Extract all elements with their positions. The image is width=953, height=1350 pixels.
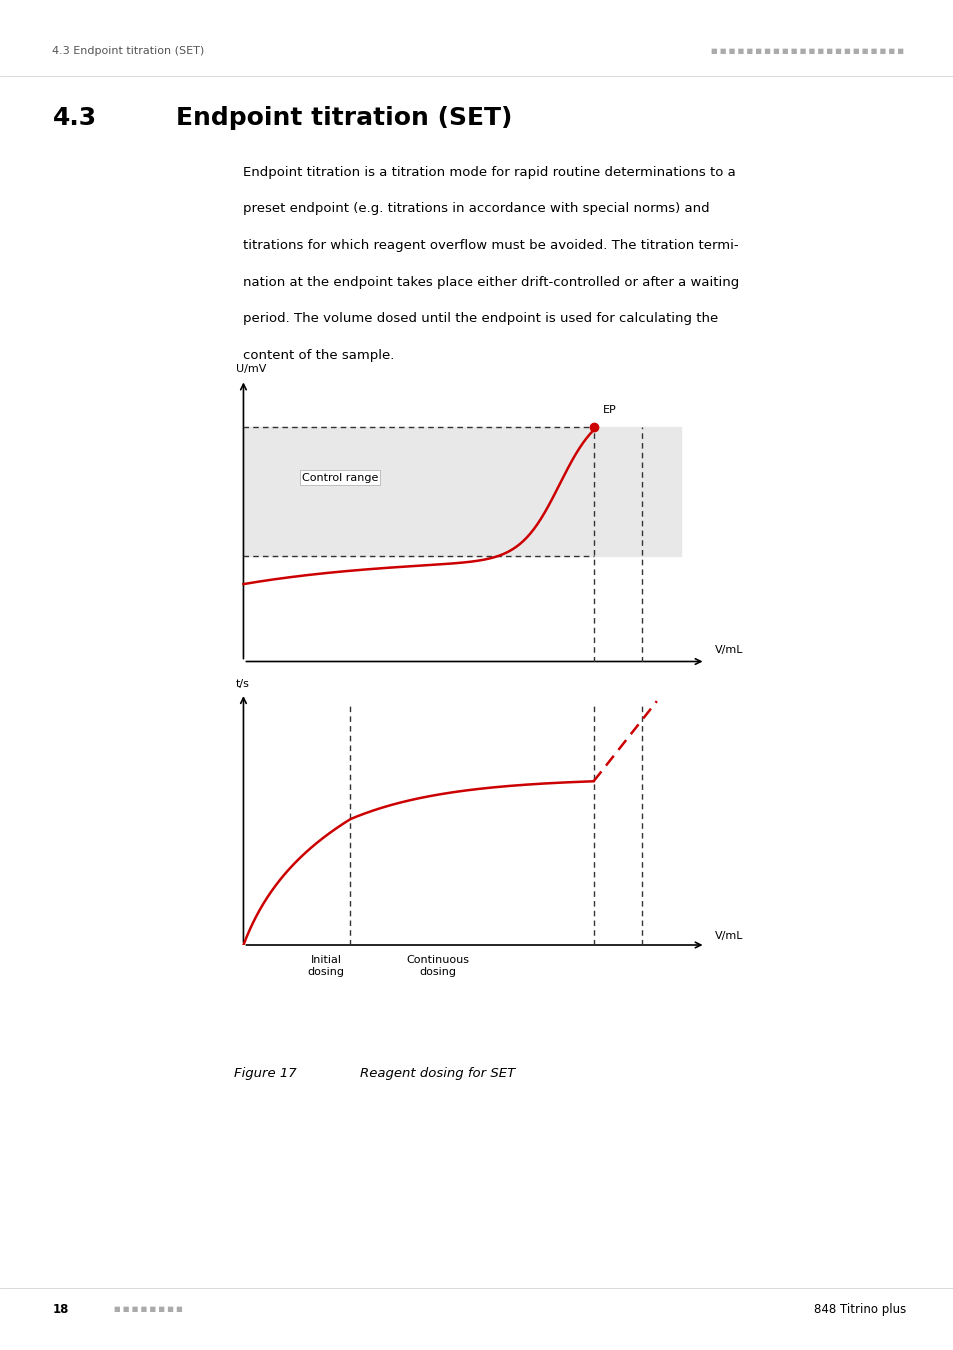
Text: 18: 18 [52,1303,69,1316]
Text: U/mV: U/mV [236,364,266,374]
Text: Continuous
dosing: Continuous dosing [406,956,469,977]
Text: Endpoint titration is a titration mode for rapid routine determinations to a: Endpoint titration is a titration mode f… [243,166,736,178]
Text: 4.3 Endpoint titration (SET): 4.3 Endpoint titration (SET) [52,46,205,55]
Text: nation at the endpoint takes place either drift-controlled or after a waiting: nation at the endpoint takes place eithe… [243,275,739,289]
Text: V/mL: V/mL [715,645,743,656]
Text: Reagent dosing for SET: Reagent dosing for SET [359,1066,515,1080]
Text: ■ ■ ■ ■ ■ ■ ■ ■: ■ ■ ■ ■ ■ ■ ■ ■ [114,1307,185,1312]
Text: 848 Titrino plus: 848 Titrino plus [813,1303,905,1316]
Text: Control range: Control range [301,472,377,483]
Text: titrations for which reagent overflow must be avoided. The titration termi-: titrations for which reagent overflow mu… [243,239,739,252]
Text: period. The volume dosed until the endpoint is used for calculating the: period. The volume dosed until the endpo… [243,312,718,325]
Text: EP: EP [602,405,617,416]
Text: Endpoint titration (SET): Endpoint titration (SET) [176,107,513,130]
Text: 4.3: 4.3 [52,107,96,130]
Text: preset endpoint (e.g. titrations in accordance with special norms) and: preset endpoint (e.g. titrations in acco… [243,202,709,216]
Text: ■ ■ ■ ■ ■ ■ ■ ■ ■ ■ ■ ■ ■ ■ ■ ■ ■ ■ ■ ■ ■ ■: ■ ■ ■ ■ ■ ■ ■ ■ ■ ■ ■ ■ ■ ■ ■ ■ ■ ■ ■ ■ … [710,47,905,54]
Text: Initial
dosing: Initial dosing [307,956,344,977]
Text: V/mL: V/mL [715,931,743,941]
Text: t/s: t/s [236,679,250,688]
Text: content of the sample.: content of the sample. [243,348,395,362]
Text: Figure 17: Figure 17 [233,1066,296,1080]
